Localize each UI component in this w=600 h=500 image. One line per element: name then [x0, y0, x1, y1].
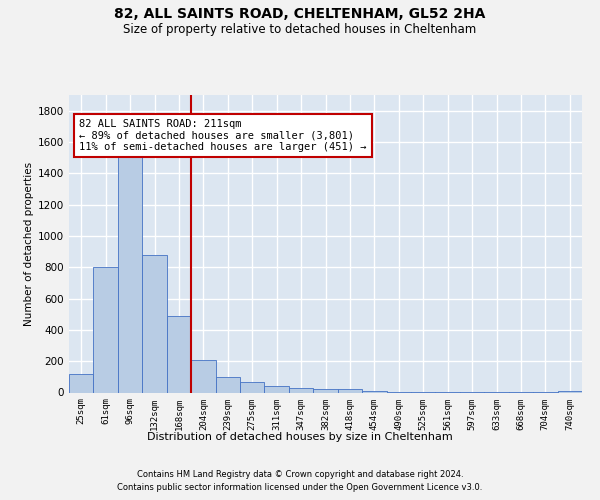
Bar — [362, 391, 386, 392]
Bar — [313, 388, 338, 392]
Text: 82, ALL SAINTS ROAD, CHELTENHAM, GL52 2HA: 82, ALL SAINTS ROAD, CHELTENHAM, GL52 2H… — [115, 8, 485, 22]
Bar — [94, 267, 118, 392]
Text: Contains HM Land Registry data © Crown copyright and database right 2024.: Contains HM Land Registry data © Crown c… — [137, 470, 463, 479]
Bar — [557, 391, 582, 392]
Bar — [240, 382, 265, 392]
Y-axis label: Number of detached properties: Number of detached properties — [24, 162, 34, 326]
Bar — [215, 377, 240, 392]
Bar — [265, 386, 289, 392]
Bar — [118, 154, 142, 392]
Bar — [338, 390, 362, 392]
Bar — [69, 374, 94, 392]
Text: Distribution of detached houses by size in Cheltenham: Distribution of detached houses by size … — [147, 432, 453, 442]
Text: Size of property relative to detached houses in Cheltenham: Size of property relative to detached ho… — [124, 22, 476, 36]
Bar — [191, 360, 215, 392]
Bar — [142, 254, 167, 392]
Bar — [167, 316, 191, 392]
Text: 82 ALL SAINTS ROAD: 211sqm
← 89% of detached houses are smaller (3,801)
11% of s: 82 ALL SAINTS ROAD: 211sqm ← 89% of deta… — [79, 119, 367, 152]
Text: Contains public sector information licensed under the Open Government Licence v3: Contains public sector information licen… — [118, 482, 482, 492]
Bar — [289, 388, 313, 392]
